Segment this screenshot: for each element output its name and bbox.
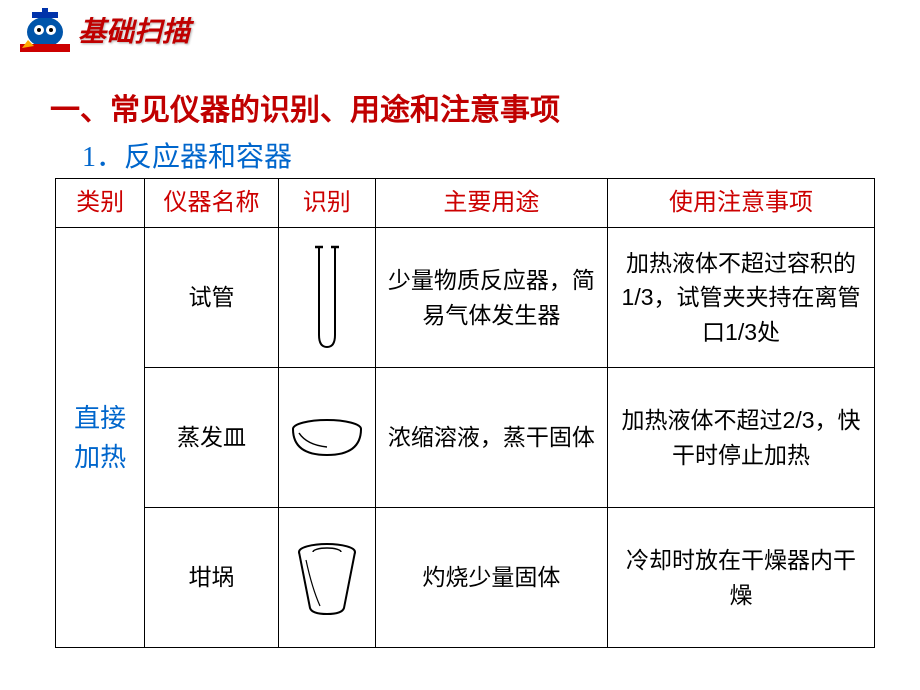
notes-cell: 加热液体不超过容积的1/3，试管夹夹持在离管口1/3处 <box>608 228 875 368</box>
header-logo: 基础扫描 <box>20 8 190 52</box>
cartoon-mascot-icon <box>20 8 70 52</box>
instrument-table-wrap: 类别 仪器名称 识别 主要用途 使用注意事项 直接加热 试管 少量物质反应器，简… <box>55 178 875 648</box>
name-cell: 试管 <box>145 228 279 368</box>
instrument-table: 类别 仪器名称 识别 主要用途 使用注意事项 直接加热 试管 少量物质反应器，简… <box>55 178 875 648</box>
use-cell: 浓缩溶液，蒸干固体 <box>375 368 607 508</box>
th-notes: 使用注意事项 <box>608 179 875 228</box>
table-header-row: 类别 仪器名称 识别 主要用途 使用注意事项 <box>56 179 875 228</box>
evaporating-dish-icon <box>287 413 367 463</box>
subsection-text: 反应器和容器 <box>124 142 292 173</box>
crucible-icon <box>292 538 362 618</box>
name-cell: 坩埚 <box>145 508 279 648</box>
table-row: 坩埚 灼烧少量固体 冷却时放在干燥器内干燥 <box>56 508 875 648</box>
section-title: 一、常见仪器的识别、用途和注意事项 <box>50 85 560 129</box>
th-category: 类别 <box>56 179 145 228</box>
name-cell: 蒸发皿 <box>145 368 279 508</box>
table-row: 蒸发皿 浓缩溶液，蒸干固体 加热液体不超过2/3，快干时停止加热 <box>56 368 875 508</box>
th-name: 仪器名称 <box>145 179 279 228</box>
table-row: 直接加热 试管 少量物质反应器，简易气体发生器 加热液体不超过容积的1/3，试管… <box>56 228 875 368</box>
subsection-number: 1． <box>82 142 124 173</box>
identify-cell <box>278 508 375 648</box>
use-cell: 灼烧少量固体 <box>375 508 607 648</box>
notes-cell: 冷却时放在干燥器内干燥 <box>608 508 875 648</box>
identify-cell <box>278 228 375 368</box>
header-title: 基础扫描 <box>78 10 190 50</box>
subsection-title: 1．反应器和容器 <box>82 135 292 175</box>
th-use: 主要用途 <box>375 179 607 228</box>
use-cell: 少量物质反应器，简易气体发生器 <box>375 228 607 368</box>
test-tube-icon <box>309 243 345 353</box>
identify-cell <box>278 368 375 508</box>
notes-cell: 加热液体不超过2/3，快干时停止加热 <box>608 368 875 508</box>
category-cell: 直接加热 <box>56 228 145 648</box>
th-identify: 识别 <box>278 179 375 228</box>
